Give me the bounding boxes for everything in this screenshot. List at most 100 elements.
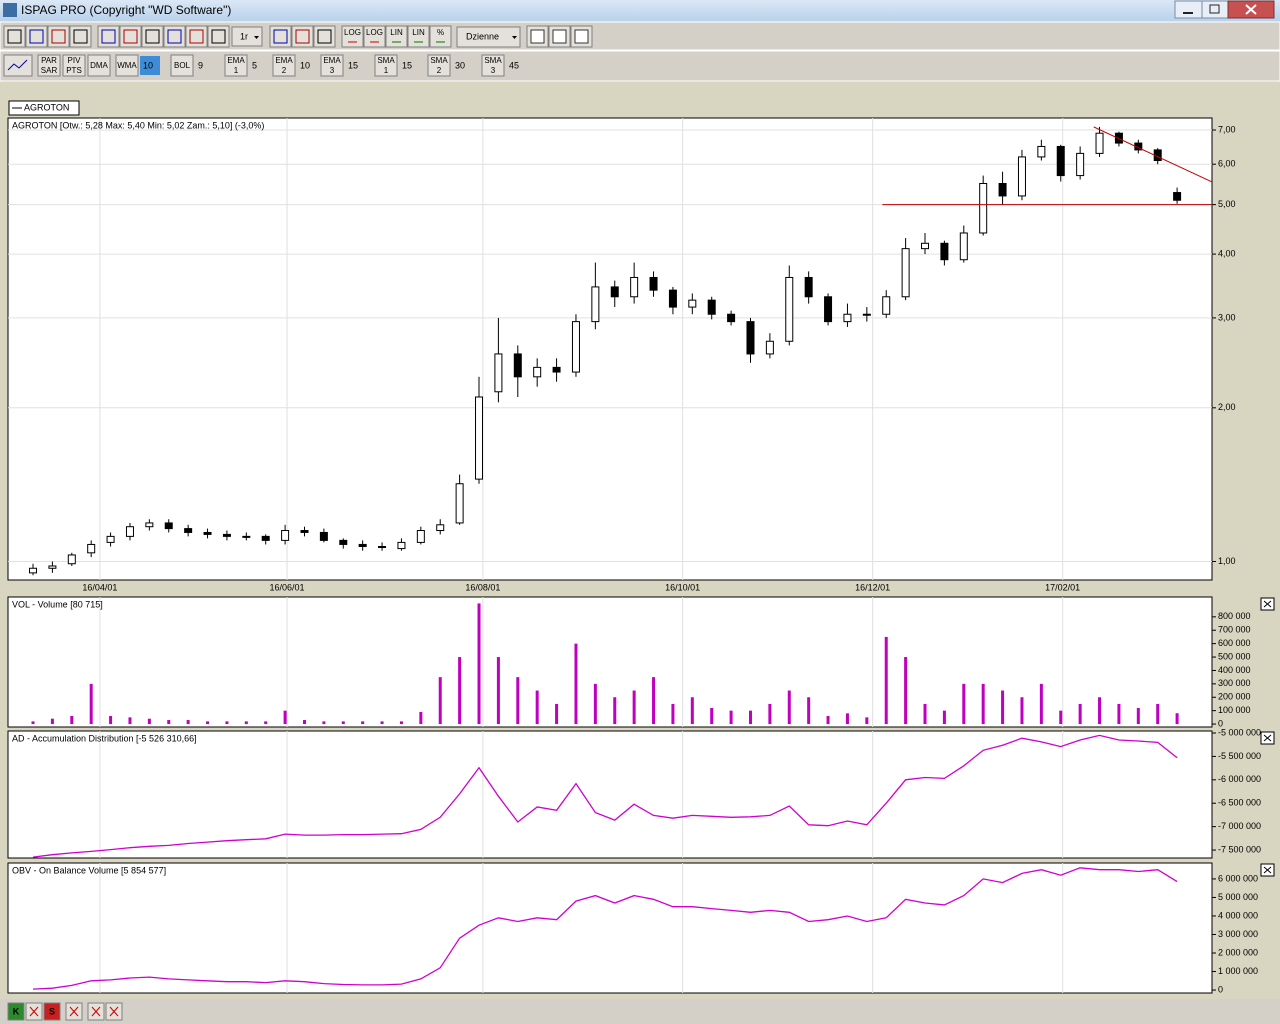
y-tick-label: 100 000 [1218,705,1251,715]
toolbar-button[interactable] [170,54,194,77]
toolbar-button[interactable] [363,25,386,48]
toolbar-button[interactable] [87,54,111,77]
indicator-value[interactable]: 10 [143,60,153,70]
indicator-value[interactable]: 10 [300,60,310,70]
toolbar-button[interactable] [313,25,336,48]
indicator-label[interactable]: PIV [68,56,82,65]
volume-bar [632,690,636,725]
candle-body [513,353,522,378]
volume-bar [787,690,791,725]
toolbar-button[interactable] [320,54,344,77]
toolbar-button[interactable] [407,25,430,48]
indicator-label[interactable]: SMA [484,56,502,65]
candle-body [591,286,600,323]
toolbar-button[interactable] [25,25,48,48]
toolbar-button[interactable] [224,54,248,77]
toolbar-button[interactable] [3,54,33,77]
toolbar-button[interactable] [185,25,208,48]
scale-button-label[interactable]: LIN [390,28,403,37]
toolbar-icon [574,29,589,44]
indicator-value[interactable]: 15 [348,60,358,70]
toolbar-button[interactable] [43,1002,61,1021]
candle-body [882,296,891,315]
indicator-label[interactable]: DMA [90,61,108,70]
indicator-value[interactable]: 5 [252,60,257,70]
panel-title: AGROTON [Otw.: 5,28 Max: 5,40 Min: 5,02 … [12,120,264,130]
toolbar-button[interactable] [207,25,230,48]
indicator-label[interactable]: EMA [275,56,293,65]
y-tick-label: 5 000 000 [1218,892,1258,902]
indicator-label[interactable]: EMA [323,56,341,65]
toolbar-button[interactable] [47,25,70,48]
toolbar-button[interactable] [7,1002,25,1021]
status-button-label[interactable]: S [49,1006,55,1016]
scale-button-label[interactable]: % [437,28,444,37]
candle-body [610,286,619,298]
indicator-value[interactable]: 15 [402,60,412,70]
y-tick-label: 1,00 [1218,556,1236,566]
indicator-label[interactable]: BOL [174,61,191,70]
toolbar-icon [530,29,545,44]
period-dropdown[interactable]: Dzienne [466,31,499,41]
scale-button-label[interactable]: LIN [412,28,425,37]
volume-bar [690,697,694,725]
toolbar-button[interactable] [385,25,408,48]
toolbar-button[interactable] [272,54,296,77]
volume-bar [845,713,849,725]
toolbar-button[interactable] [456,26,521,48]
toolbar-button[interactable] [37,54,61,77]
indicator-label[interactable]: SMA [430,56,448,65]
toolbar-button[interactable] [481,54,505,77]
volume-bar [729,710,733,725]
indicator-value[interactable]: 45 [509,60,519,70]
indicator-label[interactable]: PAR [41,56,57,65]
toolbar-button[interactable] [69,25,92,48]
candle-body [436,524,445,532]
toolbar-button[interactable] [97,25,120,48]
minimize-button[interactable] [1174,0,1203,19]
indicator-sub[interactable]: 3 [491,66,496,75]
y-tick-label: 300 000 [1218,678,1251,688]
toolbar-button[interactable] [291,25,314,48]
candle-body [940,242,949,261]
indicator-label[interactable]: SAR [41,66,58,75]
toolbar-button[interactable] [427,54,451,77]
y-tick-label: 1 000 000 [1218,966,1258,976]
indicator-sub[interactable]: 3 [330,66,335,75]
toolbar-button[interactable] [231,26,263,47]
candle-body [145,522,154,528]
indicator-value[interactable]: 9 [198,60,203,70]
toolbar-button[interactable] [115,54,139,77]
volume-bar [109,716,113,725]
scale-button-label[interactable]: LOG [344,28,361,37]
volume-bar [1020,697,1024,725]
y-tick-label: 7,00 [1218,124,1236,134]
indicator-value[interactable]: 30 [455,60,465,70]
candle-body [494,353,503,393]
toolbar-button[interactable] [163,25,186,48]
status-icon [109,1006,119,1017]
indicator-sub[interactable]: 1 [384,66,389,75]
restore-button[interactable] [1201,0,1229,19]
toolbar-button[interactable] [269,25,292,48]
toolbar-button[interactable] [119,25,142,48]
indicator-label[interactable]: WMA [117,61,137,70]
toolbar-button[interactable] [374,54,398,77]
toolbar-button[interactable] [62,54,86,77]
toolbar-button[interactable] [341,25,364,48]
indicator-sub[interactable]: 2 [282,66,287,75]
status-button-label[interactable]: K [13,1006,20,1016]
interval-dropdown[interactable]: 1r [240,31,248,41]
indicator-label[interactable]: SMA [377,56,395,65]
toolbar-button[interactable] [141,25,164,48]
toolbar-button[interactable] [3,25,26,48]
indicator-sub[interactable]: 2 [437,66,442,75]
candle-body [552,366,561,373]
indicator-label[interactable]: EMA [227,56,245,65]
scale-button-label[interactable]: LOG [366,28,383,37]
candle-body [378,546,387,549]
toolbar-icon [317,29,332,44]
indicator-label[interactable]: PTS [66,66,82,75]
indicator-sub[interactable]: 1 [234,66,239,75]
toolbar-button[interactable] [429,25,452,48]
